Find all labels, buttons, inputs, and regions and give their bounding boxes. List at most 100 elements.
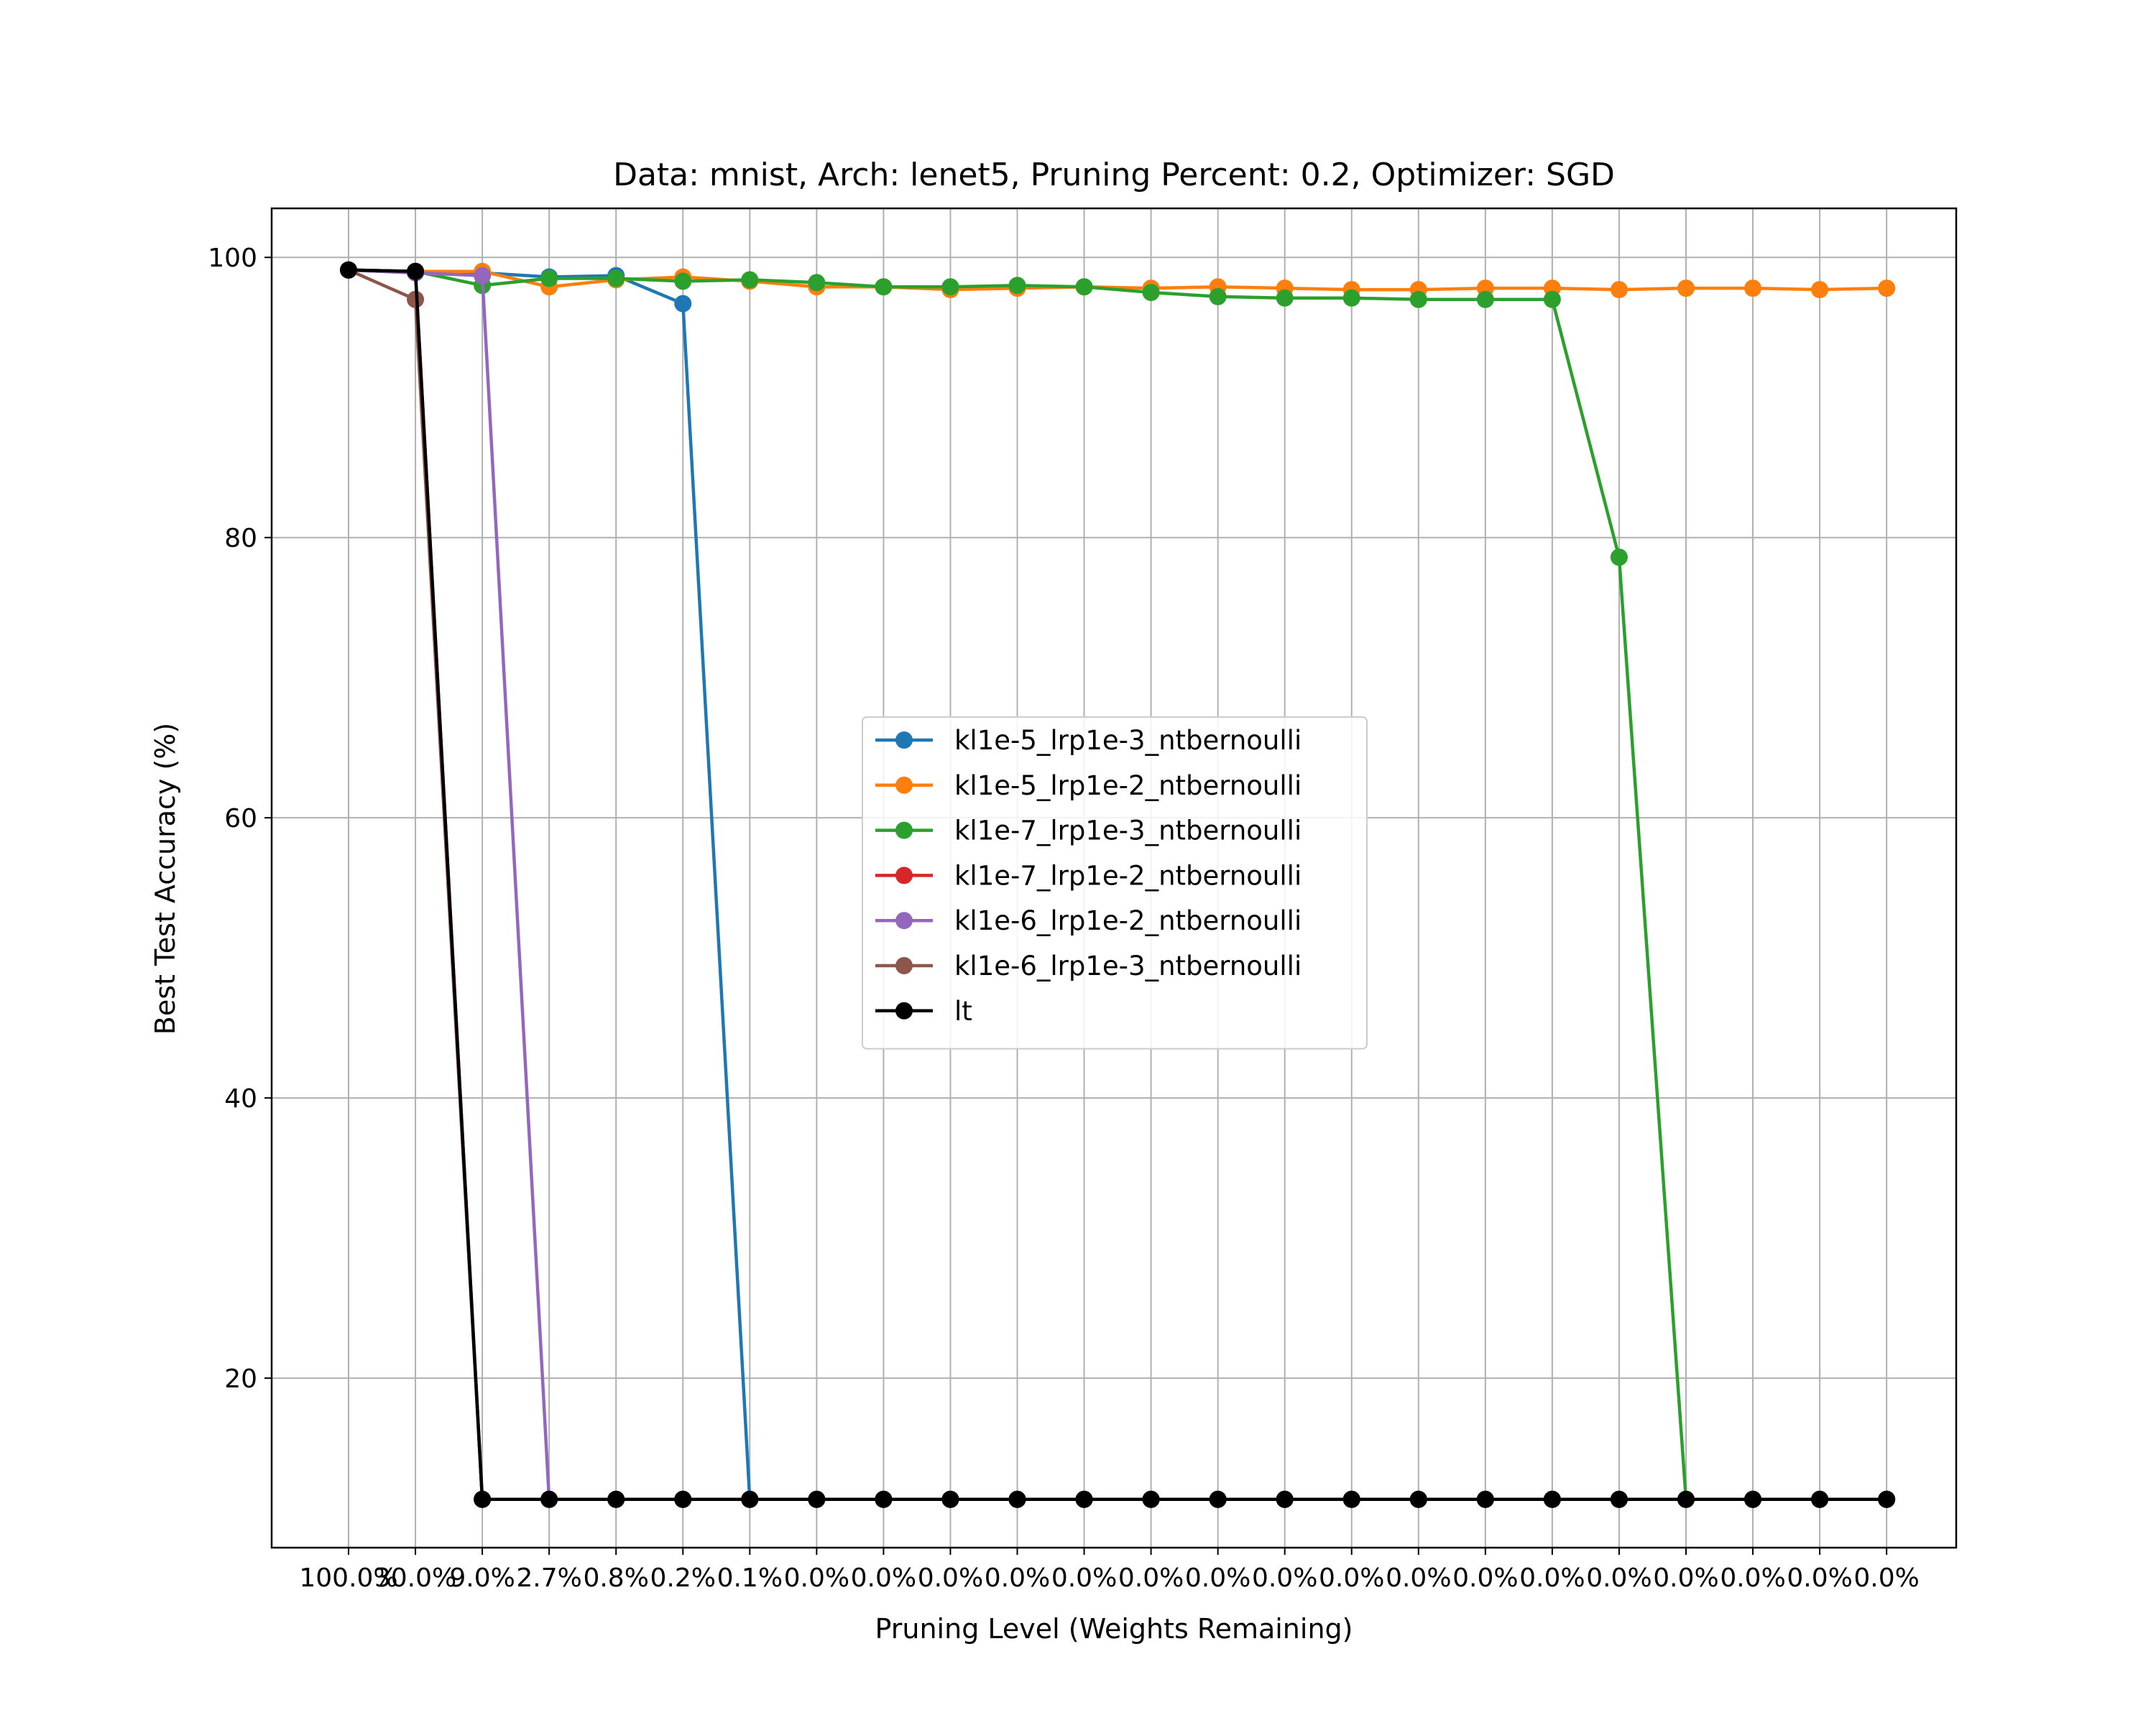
data-point	[1276, 289, 1294, 307]
legend: kl1e-5_lrp1e-3_ntbernoulli kl1e-5_lrp1e-2…	[862, 716, 1368, 1050]
data-point	[1677, 279, 1695, 297]
data-point	[941, 278, 959, 296]
series-layer	[340, 261, 1896, 1508]
x-tick-label: 30.0%	[374, 1563, 456, 1593]
x-tick-label: 0.0%	[1720, 1563, 1785, 1593]
x-tick-label: 0.0%	[1653, 1563, 1718, 1593]
x-tick-label: 0.0%	[1386, 1563, 1451, 1593]
data-point	[1476, 1490, 1494, 1508]
x-tick-label: 0.0%	[1051, 1563, 1117, 1593]
data-point	[808, 1490, 826, 1508]
data-point	[1008, 1490, 1026, 1508]
legend-item: kl1e-6_lrp1e-3_ntbernoulli	[875, 951, 1302, 981]
series-line	[348, 268, 1887, 1501]
series-lt	[340, 261, 1896, 1508]
x-tick-label: 0.8%	[583, 1563, 648, 1593]
x-tick-label: 0.2%	[650, 1563, 716, 1593]
x-axis-label: Pruning Level (Weights Remaining)	[875, 1613, 1353, 1645]
data-point	[1610, 1490, 1628, 1508]
data-point	[674, 1490, 692, 1508]
legend-label: kl1e-5_lrp1e-3_ntbernoulli	[954, 725, 1302, 756]
y-tick-label: 100	[208, 244, 257, 273]
legend-swatch-marker	[895, 776, 913, 794]
data-point	[674, 272, 692, 290]
legend-swatch-marker	[895, 731, 913, 749]
x-tick-label: 0.0%	[1519, 1563, 1585, 1593]
x-tick-label: 0.0%	[985, 1563, 1050, 1593]
data-point	[1543, 290, 1561, 308]
x-tick-label: 0.0%	[1118, 1563, 1184, 1593]
y-axis-label: Best Test Accuracy (%)	[149, 723, 181, 1035]
data-point	[1543, 1490, 1561, 1508]
legend-label: kl1e-7_lrp1e-2_ntbernoulli	[954, 860, 1302, 891]
legend-box	[862, 716, 1368, 1050]
data-point	[1744, 279, 1762, 297]
legend-swatch-marker	[895, 1002, 913, 1020]
data-point	[1811, 281, 1829, 299]
data-point	[1744, 1490, 1762, 1508]
data-point	[674, 295, 692, 313]
data-point	[1342, 289, 1360, 307]
y-tick-label: 20	[224, 1364, 257, 1394]
data-point	[1075, 1490, 1093, 1508]
legend-item: kl1e-6_lrp1e-2_ntbernoulli	[875, 905, 1302, 936]
legend-swatch-marker	[895, 957, 913, 974]
legend-item: kl1e-5_lrp1e-2_ntbernoulli	[875, 770, 1302, 801]
legend-label: kl1e-6_lrp1e-2_ntbernoulli	[954, 905, 1302, 936]
x-tick-label: 0.0%	[1452, 1563, 1518, 1593]
x-tick-label: 2.7%	[516, 1563, 581, 1593]
data-point	[1878, 279, 1896, 297]
data-point	[607, 269, 625, 287]
legend-swatch-marker	[895, 912, 913, 930]
series-line	[348, 268, 1887, 292]
data-point	[1677, 1490, 1695, 1508]
series-line	[348, 268, 1887, 1501]
data-point	[741, 1490, 759, 1508]
data-point	[474, 1490, 492, 1508]
x-tick-label: 0.0%	[1319, 1563, 1384, 1593]
data-point	[607, 1490, 625, 1508]
data-point	[1209, 1490, 1227, 1508]
x-tick-label: 100.0%	[299, 1563, 397, 1593]
data-point	[808, 274, 826, 292]
legend-swatch-marker	[895, 867, 913, 884]
legend-item: kl1e-7_lrp1e-3_ntbernoulli	[875, 816, 1302, 846]
data-point	[340, 261, 357, 279]
data-point	[1209, 287, 1227, 305]
data-point	[941, 1490, 959, 1508]
y-tick-label: 40	[224, 1084, 257, 1114]
data-point	[875, 1490, 893, 1508]
legend-item: kl1e-7_lrp1e-2_ntbernoulli	[875, 860, 1302, 891]
data-point	[1276, 1490, 1294, 1508]
data-point	[474, 267, 492, 285]
x-tick-label: 0.0%	[784, 1563, 849, 1593]
x-tick-label: 9.0%	[449, 1563, 515, 1593]
data-point	[540, 1490, 558, 1508]
x-tick-label: 0.0%	[851, 1563, 916, 1593]
plot-area-frame	[270, 207, 1958, 1549]
data-point	[1342, 1490, 1360, 1508]
data-point	[1610, 281, 1628, 299]
data-point	[540, 269, 558, 287]
data-point	[1409, 1490, 1427, 1508]
data-point	[875, 278, 893, 296]
x-tick-label: 0.0%	[1586, 1563, 1651, 1593]
legend-swatch-marker	[895, 821, 913, 839]
data-point	[1075, 278, 1093, 296]
data-point	[1878, 1490, 1896, 1508]
data-point	[741, 271, 759, 289]
data-point	[1476, 290, 1494, 308]
x-tick-label: 0.0%	[1252, 1563, 1317, 1593]
x-tick-label: 0.0%	[1853, 1563, 1919, 1593]
x-tick-label: 0.0%	[1787, 1563, 1852, 1593]
legend-label: lt	[954, 996, 972, 1027]
y-tick-label: 80	[224, 524, 257, 553]
data-point	[1409, 290, 1427, 308]
data-point	[1811, 1490, 1829, 1508]
chart-title: Data: mnist, Arch: lenet5, Pruning Perce…	[613, 157, 1615, 193]
x-tick-label: 0.0%	[918, 1563, 983, 1593]
data-point	[1610, 548, 1628, 566]
legend-label: kl1e-6_lrp1e-3_ntbernoulli	[954, 951, 1302, 981]
data-point	[1008, 277, 1026, 295]
legend-label: kl1e-7_lrp1e-3_ntbernoulli	[954, 816, 1302, 846]
